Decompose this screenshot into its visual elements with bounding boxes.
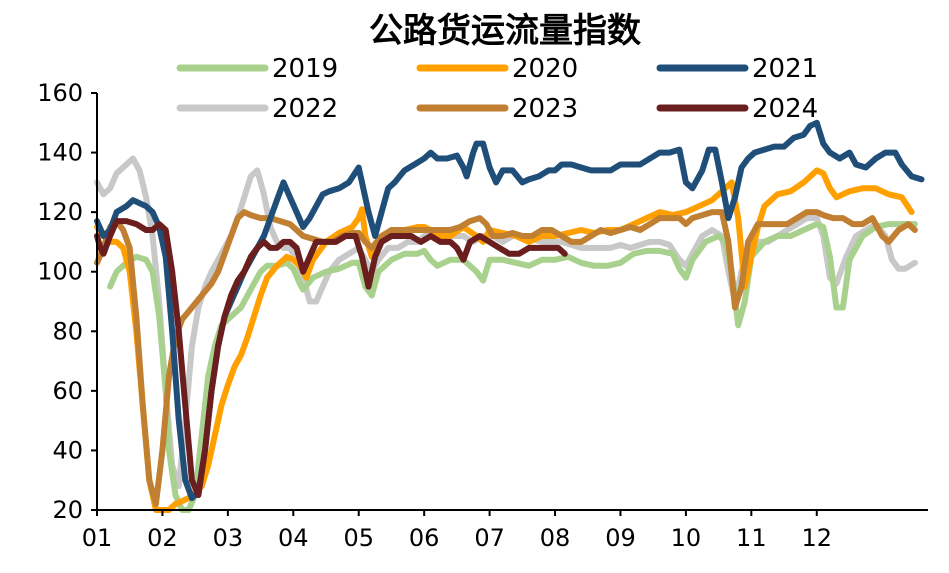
axes: 20 40 60 80 100 120 140 160 01 02 03 04 05 06 07 08 09 10… <box>37 79 928 552</box>
series-layer <box>94 119 925 513</box>
x-tick-label: 04 <box>278 524 309 552</box>
x-tick-label: 12 <box>801 524 832 552</box>
x-tick-label: 06 <box>409 524 440 552</box>
series-line-2023 <box>94 209 918 507</box>
x-tick-label: 10 <box>671 524 702 552</box>
legend-label-2021: 2021 <box>752 54 818 84</box>
x-tick-label: 11 <box>736 524 767 552</box>
x-tick-label: 02 <box>147 524 178 552</box>
series-line-2024 <box>94 218 568 499</box>
y-tick-label: 60 <box>52 377 83 405</box>
y-tick-label: 80 <box>52 317 83 345</box>
legend: 2019 2020 2021 2022 2023 2024 <box>176 54 818 124</box>
chart-title: 公路货运流量指数 <box>369 11 641 51</box>
x-tick-label: 08 <box>540 524 571 552</box>
x-tick-label: 09 <box>605 524 636 552</box>
x-tick-label: 03 <box>213 524 244 552</box>
legend-label-2023: 2023 <box>512 94 578 124</box>
legend-label-2019: 2019 <box>272 54 338 84</box>
legend-label-2024: 2024 <box>752 94 818 124</box>
series-line-2021 <box>94 119 925 502</box>
y-tick-label: 100 <box>37 258 83 286</box>
y-tick-label: 140 <box>37 139 83 167</box>
y-tick-label: 20 <box>52 496 83 524</box>
y-tick-label: 160 <box>37 79 83 107</box>
x-tick-label: 01 <box>82 524 113 552</box>
x-tick-label: 05 <box>343 524 374 552</box>
series-line-2019 <box>107 221 918 513</box>
series-line-2022 <box>94 155 918 490</box>
y-tick-label: 40 <box>52 436 83 464</box>
x-tick-label: 07 <box>474 524 505 552</box>
legend-label-2022: 2022 <box>272 94 338 124</box>
legend-label-2020: 2020 <box>512 54 578 84</box>
y-tick-label: 120 <box>37 198 83 226</box>
